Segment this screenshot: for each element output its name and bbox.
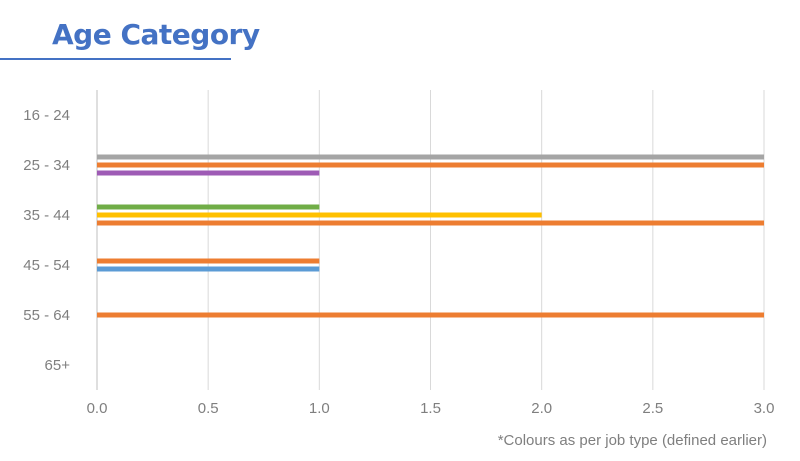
- bar: [97, 258, 320, 264]
- x-tick-label: 2.5: [642, 400, 663, 417]
- bar: [97, 204, 320, 210]
- bar: [97, 220, 764, 226]
- bar: [97, 312, 764, 318]
- x-tick-label: 2.0: [531, 400, 552, 417]
- footnote: *Colours as per job type (defined earlie…: [497, 432, 767, 449]
- title-underline: [0, 58, 231, 60]
- bar: [97, 212, 542, 218]
- x-tick-label: 0.0: [87, 400, 108, 417]
- bar: [97, 162, 764, 168]
- x-tick-label: 1.0: [309, 400, 330, 417]
- page-title: Age Category: [52, 18, 260, 51]
- y-tick-label: 16 - 24: [23, 107, 70, 124]
- y-tick-label: 35 - 44: [23, 207, 70, 224]
- bar: [97, 266, 320, 272]
- y-tick-label: 45 - 54: [23, 257, 70, 274]
- bar: [97, 154, 764, 160]
- y-tick-label: 25 - 34: [23, 157, 70, 174]
- y-tick-label: 65+: [45, 357, 71, 374]
- x-tick-label: 1.5: [420, 400, 441, 417]
- x-tick-label: 0.5: [198, 400, 219, 417]
- bar: [97, 170, 320, 176]
- y-tick-label: 55 - 64: [23, 307, 70, 324]
- x-tick-label: 3.0: [754, 400, 775, 417]
